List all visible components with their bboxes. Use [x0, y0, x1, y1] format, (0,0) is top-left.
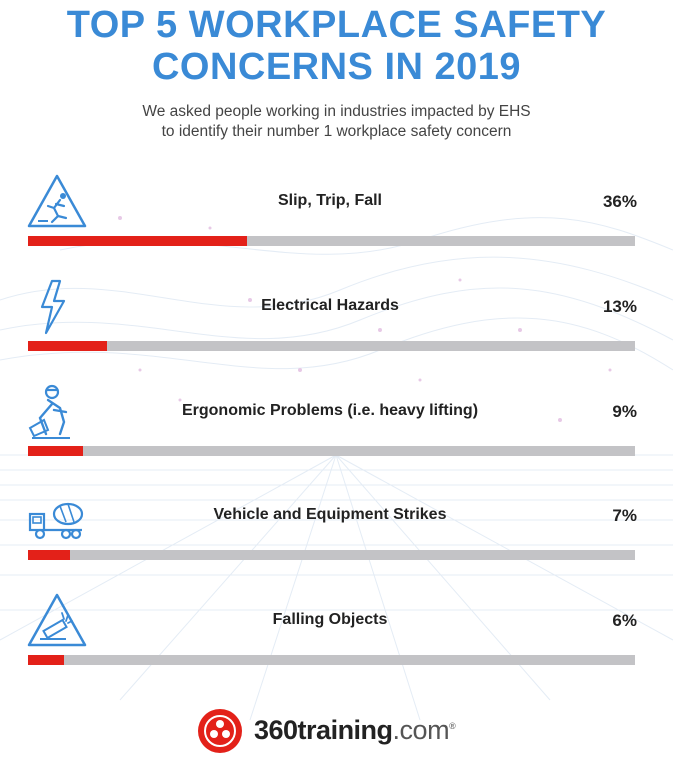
bar-electrical-hazards — [28, 341, 107, 351]
chart-row-slip-trip-fall: Slip, Trip, Fall 36% — [0, 172, 673, 272]
bar-falling-objects — [28, 655, 65, 665]
category-label: Vehicle and Equipment Strikes — [213, 506, 447, 523]
cement-truck-icon — [28, 502, 84, 540]
page-title: TOP 5 WORKPLACE SAFETY CONCERNS IN 2019 — [0, 4, 673, 88]
category-label: Falling Objects — [272, 611, 388, 628]
bar-track — [28, 550, 635, 560]
bar-track — [28, 446, 635, 456]
brand-logo[interactable]: 360training.com® — [196, 706, 496, 756]
bar-slip-trip-fall — [28, 236, 247, 246]
logo-registered-mark: ® — [449, 721, 456, 731]
bar-track — [28, 236, 635, 246]
chart-row-falling-objects: Falling Objects 6% — [0, 591, 673, 691]
slip-trip-fall-icon — [27, 174, 87, 228]
subtitle-line-2: to identify their number 1 workplace saf… — [161, 123, 512, 140]
bar-ergonomic-problems — [28, 446, 83, 456]
heavy-lifting-icon — [28, 384, 70, 439]
bar-vehicle-equipment-strikes — [28, 550, 71, 560]
subtitle-line-1: We asked people working in industries im… — [142, 103, 531, 120]
category-label: Slip, Trip, Fall — [277, 192, 382, 209]
bar-track — [28, 655, 635, 665]
logo-wordmark: 360training.com® — [254, 715, 456, 746]
value-label: 9% — [612, 402, 637, 421]
falling-objects-icon — [27, 593, 87, 647]
bar-track — [28, 341, 635, 351]
value-label: 36% — [602, 192, 637, 211]
value-label: 7% — [612, 506, 637, 525]
title-line-2: CONCERNS IN 2019 — [151, 46, 522, 88]
lightning-icon — [40, 279, 66, 335]
category-label: Ergonomic Problems (i.e. heavy lifting) — [181, 402, 479, 419]
chart-row-ergonomic-problems: Ergonomic Problems (i.e. heavy lifting) … — [0, 382, 673, 482]
subtitle: We asked people working in industries im… — [0, 102, 673, 142]
logo-mark-icon — [198, 709, 242, 753]
chart-row-vehicle-equipment-strikes: Vehicle and Equipment Strikes 7% — [0, 486, 673, 586]
title-line-1: TOP 5 WORKPLACE SAFETY — [66, 4, 607, 46]
value-label: 13% — [602, 297, 637, 316]
value-label: 6% — [612, 611, 637, 630]
category-label: Electrical Hazards — [261, 297, 399, 314]
logo-main-text: 360training — [254, 715, 393, 745]
chart-row-electrical-hazards: Electrical Hazards 13% — [0, 277, 673, 377]
logo-domain-text: .com — [392, 715, 450, 745]
